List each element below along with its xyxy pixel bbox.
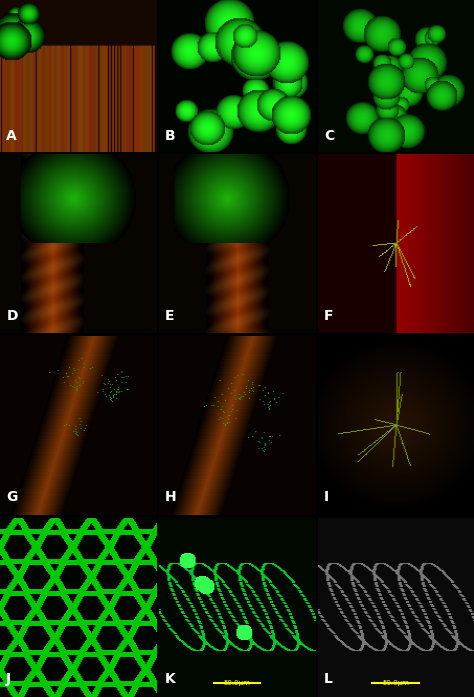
Text: F: F [324,309,333,323]
Text: C: C [324,128,334,142]
Text: L: L [324,672,333,687]
Text: A: A [6,128,17,142]
Text: K: K [165,672,176,687]
Text: 50.0μm: 50.0μm [383,680,409,687]
Text: D: D [6,309,18,323]
Text: H: H [165,491,177,505]
Text: J: J [6,672,11,687]
Text: E: E [165,309,174,323]
Text: 50.0μm: 50.0μm [224,680,250,687]
Text: I: I [324,491,329,505]
Text: B: B [165,128,176,142]
Text: G: G [6,491,18,505]
